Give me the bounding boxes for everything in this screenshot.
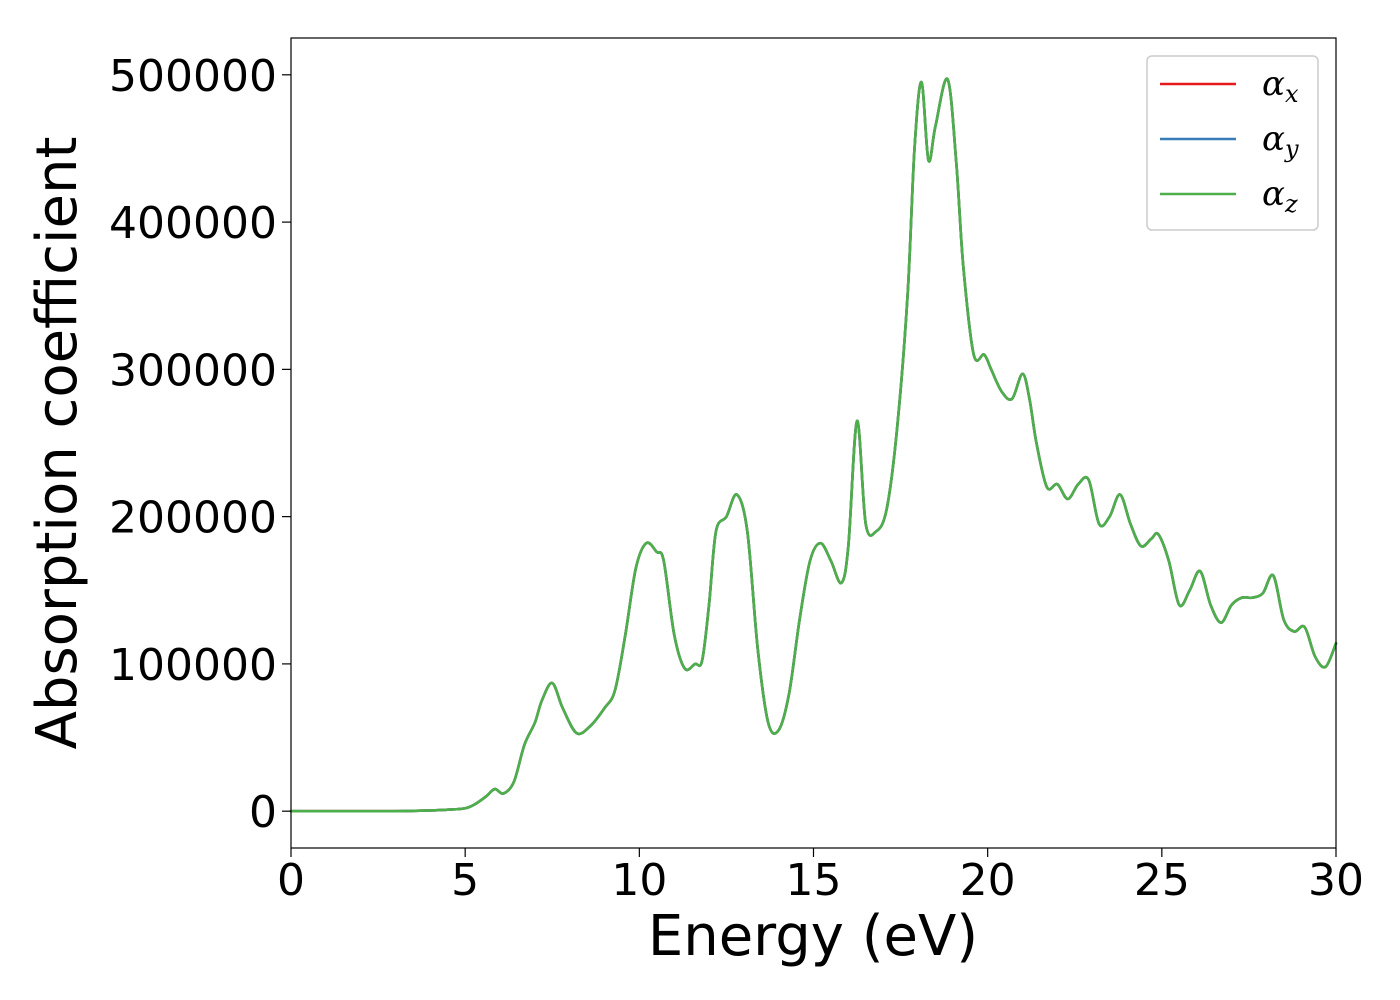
x-tick-label: 25 — [1134, 855, 1190, 906]
y-axis-ticks: 0 100000 200000 300000 400000 500000 — [109, 51, 291, 838]
y-tick-label: 100000 — [109, 640, 277, 691]
y-tick-label: 500000 — [109, 51, 277, 102]
x-tick-label: 20 — [960, 855, 1016, 906]
x-tick-label: 5 — [451, 855, 479, 906]
x-tick-label: 30 — [1308, 855, 1364, 906]
series-line-z — [289, 77, 1338, 813]
series-layer — [289, 77, 1338, 813]
y-tick-label: 300000 — [109, 345, 277, 396]
y-axis-label: Absorption coefficient — [25, 137, 90, 750]
y-tick-label: 0 — [249, 787, 277, 838]
x-tick-label: 0 — [277, 855, 305, 906]
y-tick-label: 200000 — [109, 493, 277, 544]
x-tick-label: 15 — [786, 855, 842, 906]
y-tick-label: 400000 — [109, 198, 277, 249]
x-axis-label: Energy (eV) — [648, 904, 978, 969]
legend-box — [1146, 55, 1319, 231]
x-tick-label: 10 — [611, 855, 667, 906]
x-axis-ticks: 0 5 10 15 20 25 30 — [277, 848, 1364, 906]
